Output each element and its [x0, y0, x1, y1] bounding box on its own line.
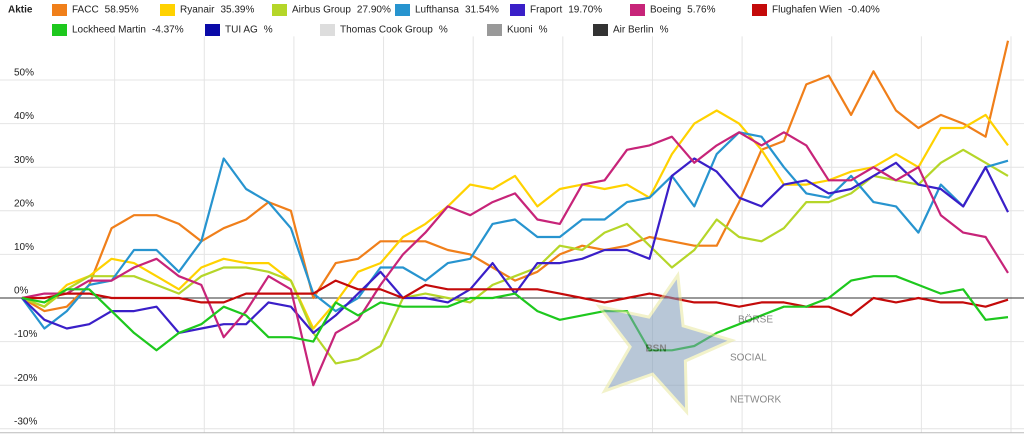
legend-swatch — [593, 24, 608, 36]
legend-name: Fraport — [530, 5, 562, 16]
legend-name: TUI AG — [225, 25, 258, 36]
series-line — [22, 279, 1009, 317]
y-tick-label: 50% — [14, 68, 34, 79]
legend-title: Aktie — [8, 5, 33, 16]
legend-name: Lufthansa — [415, 5, 459, 16]
watermark-text: BÖRSE — [738, 314, 773, 326]
legend-name: FACC — [72, 5, 99, 16]
legend-name: Lockheed Martin — [72, 25, 146, 36]
y-tick-label: -30% — [14, 416, 37, 427]
legend-value: 5.76% — [687, 5, 715, 16]
watermark-text: NETWORK — [730, 395, 781, 406]
legend-value: 35.39% — [220, 5, 254, 16]
legend-swatch — [395, 4, 410, 16]
legend-name: Air Berlin — [613, 25, 654, 36]
legend-name: Airbus Group — [292, 5, 351, 16]
legend-value: -4.37% — [152, 25, 184, 36]
legend-swatch — [487, 24, 502, 36]
watermark-text: SOCIAL — [730, 353, 767, 364]
legend-swatch — [630, 4, 645, 16]
legend-value: % — [264, 25, 273, 36]
legend-swatch — [510, 4, 525, 16]
legend-swatch — [272, 4, 287, 16]
legend-name: Thomas Cook Group — [340, 25, 433, 36]
legend-name: Kuoni — [507, 25, 533, 36]
series-line — [21, 131, 1009, 387]
legend-value: % — [539, 25, 548, 36]
watermark: BSN BÖRSE SOCIAL NETWORK — [595, 271, 781, 416]
legend-name: Flughafen Wien — [772, 5, 842, 16]
legend-value: -0.40% — [848, 5, 880, 16]
legend-value: 19.70% — [568, 5, 602, 16]
watermark-star — [595, 271, 737, 416]
legend-swatch — [752, 4, 767, 16]
legend-swatch — [52, 24, 67, 36]
y-tick-label: -10% — [14, 329, 37, 340]
legend-value: 27.90% — [357, 5, 391, 16]
legend-swatch — [160, 4, 175, 16]
y-tick-label: -20% — [14, 373, 37, 384]
y-tick-label: 20% — [14, 198, 34, 209]
legend-name: Ryanair — [180, 5, 215, 16]
legend-value: % — [439, 25, 448, 36]
series-line — [21, 157, 1009, 334]
series-line — [21, 109, 1009, 330]
y-tick-label: 10% — [14, 242, 34, 253]
legend-value: 58.95% — [105, 5, 139, 16]
series-line — [21, 148, 1009, 365]
series-line — [21, 131, 1009, 330]
legend-value: 31.54% — [465, 5, 499, 16]
legend-name: Boeing — [650, 5, 681, 16]
legend-swatch — [205, 24, 220, 36]
watermark-logo: BSN — [645, 344, 666, 355]
y-tick-label: 30% — [14, 155, 34, 166]
series-line — [21, 275, 1009, 352]
series-line — [21, 40, 1010, 313]
y-tick-label: 0% — [14, 286, 29, 297]
legend-swatch — [320, 24, 335, 36]
legend-swatch — [52, 4, 67, 16]
legend-value: % — [660, 25, 669, 36]
y-tick-label: 40% — [14, 111, 34, 122]
